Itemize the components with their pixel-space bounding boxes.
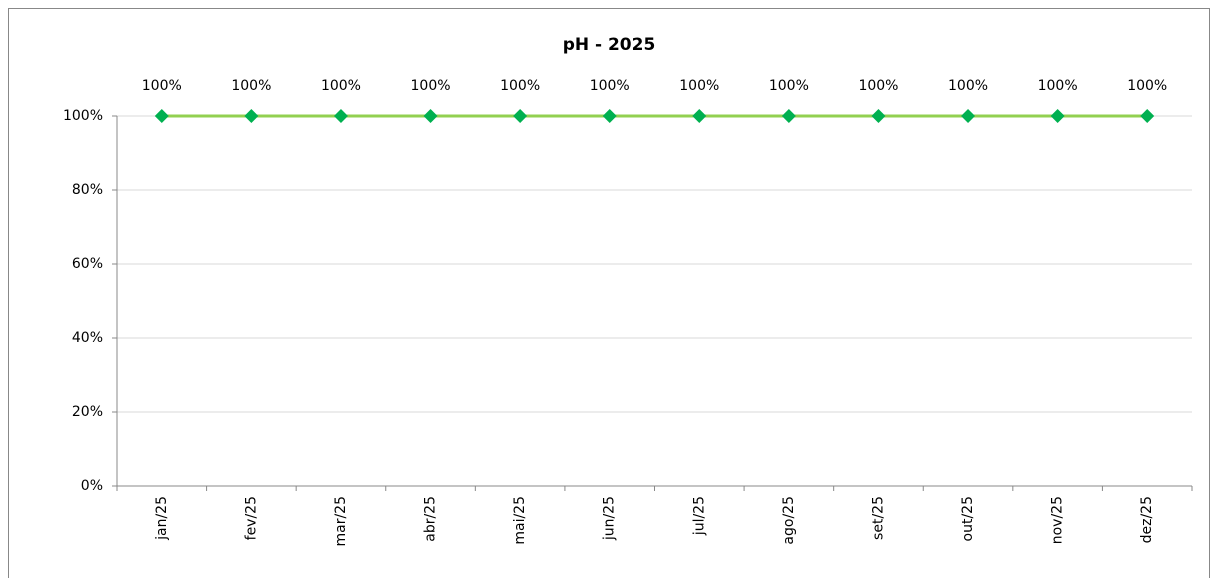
data-label: 100% — [321, 78, 361, 94]
data-label: 100% — [858, 78, 898, 94]
data-label: 100% — [500, 78, 540, 94]
x-tick-label: mai/25 — [512, 496, 528, 545]
data-label: 100% — [1038, 78, 1078, 94]
x-tick-label: set/25 — [870, 496, 886, 540]
y-tick-label: 40% — [72, 330, 103, 346]
x-tick-label: jan/25 — [154, 496, 170, 541]
chart-frame — [8, 8, 1210, 578]
marker — [423, 109, 438, 123]
x-tick-label: dez/25 — [1139, 496, 1155, 543]
marker — [333, 109, 348, 123]
x-tick-label: out/25 — [960, 496, 976, 541]
y-tick-label: 100% — [63, 108, 103, 124]
x-tick-label: fev/25 — [243, 496, 259, 540]
data-label: 100% — [590, 78, 630, 94]
x-tick-label: nov/25 — [1050, 496, 1066, 544]
marker — [1140, 109, 1155, 123]
marker — [871, 109, 886, 123]
marker — [244, 109, 259, 123]
x-tick-label: abr/25 — [423, 496, 439, 542]
marker — [781, 109, 796, 123]
marker — [513, 109, 528, 123]
y-tick-label: 20% — [72, 404, 103, 420]
x-tick-label: jul/25 — [691, 496, 707, 536]
data-label: 100% — [142, 78, 182, 94]
data-label: 100% — [769, 78, 809, 94]
marker — [961, 109, 976, 123]
y-tick-label: 60% — [72, 256, 103, 272]
x-tick-label: ago/25 — [781, 496, 797, 545]
marker — [692, 109, 707, 123]
data-label: 100% — [411, 78, 451, 94]
data-label: 100% — [948, 78, 988, 94]
chart-title: pH - 2025 — [563, 35, 656, 55]
marker — [1050, 109, 1065, 123]
data-label: 100% — [231, 78, 271, 94]
y-tick-label: 0% — [81, 478, 103, 494]
data-label: 100% — [1127, 78, 1167, 94]
x-tick-label: jun/25 — [602, 496, 618, 541]
marker — [602, 109, 617, 123]
data-label: 100% — [679, 78, 719, 94]
x-tick-label: mar/25 — [333, 496, 349, 547]
marker — [154, 109, 169, 123]
y-tick-label: 80% — [72, 182, 103, 198]
